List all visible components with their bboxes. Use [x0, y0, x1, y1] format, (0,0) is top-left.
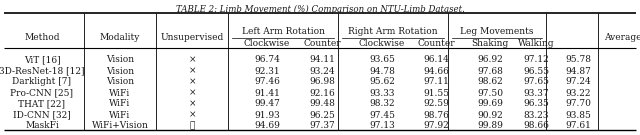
Text: 90.92: 90.92 — [477, 111, 503, 119]
Text: 93.37: 93.37 — [523, 89, 549, 97]
Text: 97.46: 97.46 — [254, 77, 280, 87]
Text: Vision: Vision — [106, 55, 134, 65]
Text: 98.66: 98.66 — [523, 122, 549, 131]
Text: 98.62: 98.62 — [477, 77, 503, 87]
Text: Left Arm Rotation: Left Arm Rotation — [241, 28, 324, 36]
Text: Counter: Counter — [303, 40, 341, 48]
Text: 94.87: 94.87 — [565, 67, 591, 75]
Text: 97.65: 97.65 — [523, 77, 549, 87]
Text: Unsupervised: Unsupervised — [161, 33, 223, 43]
Text: 96.92: 96.92 — [477, 55, 503, 65]
Text: 97.24: 97.24 — [565, 77, 591, 87]
Text: 99.48: 99.48 — [309, 99, 335, 109]
Text: ID-CNN [32]: ID-CNN [32] — [13, 111, 71, 119]
Text: 97.13: 97.13 — [369, 122, 395, 131]
Text: 96.98: 96.98 — [309, 77, 335, 87]
Text: 99.89: 99.89 — [477, 122, 503, 131]
Text: 93.65: 93.65 — [369, 55, 395, 65]
Text: 93.22: 93.22 — [565, 89, 591, 97]
Text: ×: × — [188, 99, 196, 109]
Text: 95.62: 95.62 — [369, 77, 395, 87]
Text: ✓: ✓ — [189, 122, 195, 131]
Text: Counter: Counter — [417, 40, 455, 48]
Text: 97.45: 97.45 — [369, 111, 395, 119]
Text: ViT [16]: ViT [16] — [24, 55, 60, 65]
Text: 96.14: 96.14 — [423, 55, 449, 65]
Text: 3D-ResNet-18 [12]: 3D-ResNet-18 [12] — [0, 67, 84, 75]
Text: ×: × — [188, 67, 196, 75]
Text: 93.24: 93.24 — [309, 67, 335, 75]
Text: Method: Method — [24, 33, 60, 43]
Text: WiFi: WiFi — [109, 99, 131, 109]
Text: 94.69: 94.69 — [254, 122, 280, 131]
Text: 97.61: 97.61 — [565, 122, 591, 131]
Text: 92.16: 92.16 — [309, 89, 335, 97]
Text: ×: × — [188, 111, 196, 119]
Text: 97.37: 97.37 — [309, 122, 335, 131]
Text: Clockwise: Clockwise — [359, 40, 405, 48]
Text: Walking: Walking — [518, 40, 554, 48]
Text: ×: × — [188, 89, 196, 97]
Text: 97.92: 97.92 — [423, 122, 449, 131]
Text: 98.76: 98.76 — [423, 111, 449, 119]
Text: 98.32: 98.32 — [369, 99, 395, 109]
Text: WiFi+Vision: WiFi+Vision — [92, 122, 148, 131]
Text: Average: Average — [604, 33, 640, 43]
Text: 97.70: 97.70 — [565, 99, 591, 109]
Text: 95.78: 95.78 — [565, 55, 591, 65]
Text: 96.74: 96.74 — [254, 55, 280, 65]
Text: Darklight [7]: Darklight [7] — [13, 77, 72, 87]
Text: MaskFi: MaskFi — [25, 122, 59, 131]
Text: 92.59: 92.59 — [423, 99, 449, 109]
Text: 96.35: 96.35 — [523, 99, 549, 109]
Text: Pro-CNN [25]: Pro-CNN [25] — [10, 89, 74, 97]
Text: Clockwise: Clockwise — [244, 40, 290, 48]
Text: 97.50: 97.50 — [477, 89, 503, 97]
Text: 97.68: 97.68 — [477, 67, 503, 75]
Text: 97.11: 97.11 — [423, 77, 449, 87]
Text: 83.23: 83.23 — [524, 111, 548, 119]
Text: 92.31: 92.31 — [254, 67, 280, 75]
Text: 97.12: 97.12 — [523, 55, 549, 65]
Text: 94.66: 94.66 — [423, 67, 449, 75]
Text: 93.85: 93.85 — [565, 111, 591, 119]
Text: TABLE 2: Limb Movement (%) Comparison on NTU-Limb Dataset.: TABLE 2: Limb Movement (%) Comparison on… — [175, 5, 465, 14]
Text: Vision: Vision — [106, 77, 134, 87]
Text: Modality: Modality — [100, 33, 140, 43]
Text: Shaking: Shaking — [472, 40, 509, 48]
Text: WiFi: WiFi — [109, 111, 131, 119]
Text: 96.55: 96.55 — [523, 67, 549, 75]
Text: 94.78: 94.78 — [369, 67, 395, 75]
Text: THAT [22]: THAT [22] — [19, 99, 65, 109]
Text: 99.47: 99.47 — [254, 99, 280, 109]
Text: 91.93: 91.93 — [254, 111, 280, 119]
Text: 93.33: 93.33 — [369, 89, 395, 97]
Text: Vision: Vision — [106, 67, 134, 75]
Text: 99.69: 99.69 — [477, 99, 503, 109]
Text: 91.55: 91.55 — [423, 89, 449, 97]
Text: Leg Movements: Leg Movements — [460, 28, 534, 36]
Text: ×: × — [188, 77, 196, 87]
Text: ×: × — [188, 55, 196, 65]
Text: WiFi: WiFi — [109, 89, 131, 97]
Text: Right Arm Rotation: Right Arm Rotation — [348, 28, 438, 36]
Text: 94.11: 94.11 — [309, 55, 335, 65]
Text: 96.25: 96.25 — [309, 111, 335, 119]
Text: 91.41: 91.41 — [254, 89, 280, 97]
